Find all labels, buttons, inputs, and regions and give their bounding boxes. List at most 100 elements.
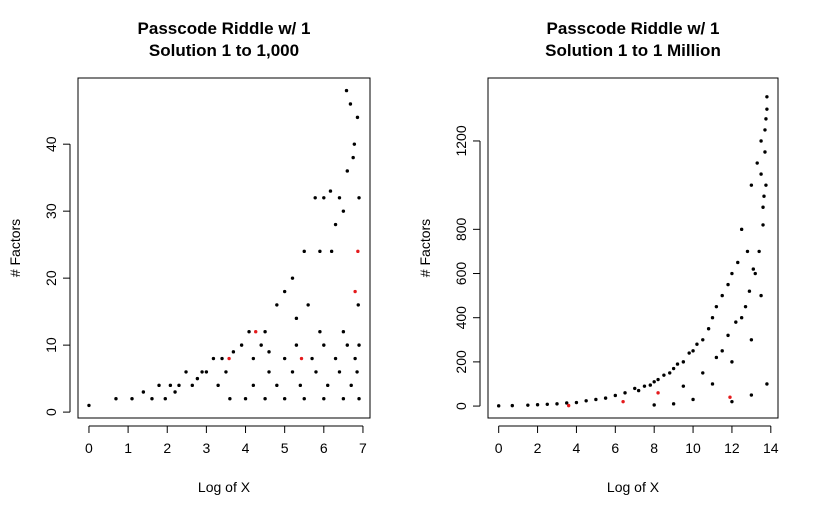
x-axis-label: Log of X — [607, 479, 660, 495]
point — [349, 383, 353, 388]
point — [681, 384, 686, 388]
point — [691, 397, 695, 402]
point — [168, 383, 173, 388]
y-tick-label: 30 — [43, 203, 59, 219]
point — [275, 383, 279, 388]
point — [224, 370, 228, 374]
point — [341, 330, 346, 334]
point — [714, 355, 719, 360]
point — [356, 303, 360, 307]
point — [239, 343, 244, 347]
y-tick-label: 800 — [453, 217, 469, 241]
y-axis-label: # Factors — [417, 219, 433, 277]
point — [594, 397, 598, 402]
point — [755, 161, 759, 165]
point — [526, 403, 530, 407]
point — [761, 205, 765, 209]
y-tick-label: 600 — [453, 262, 469, 286]
point — [322, 196, 326, 200]
point — [353, 356, 357, 361]
point — [228, 397, 232, 401]
point — [743, 304, 748, 309]
point — [204, 370, 209, 374]
x-tick-label: 4 — [242, 440, 250, 456]
point — [714, 304, 719, 309]
point — [251, 356, 256, 361]
point — [745, 249, 750, 254]
point — [243, 397, 248, 401]
point — [751, 267, 756, 271]
point — [329, 249, 334, 254]
point — [267, 370, 271, 374]
plot-frame — [77, 77, 371, 419]
x-tick-label: 8 — [650, 440, 658, 456]
point — [710, 382, 715, 386]
point — [333, 356, 338, 361]
point — [759, 139, 763, 143]
point — [695, 342, 699, 346]
point — [220, 356, 224, 361]
point — [765, 382, 769, 386]
point — [759, 293, 763, 298]
y-tick-label: 40 — [43, 136, 59, 152]
point — [633, 386, 637, 391]
y-tick-label: 10 — [43, 337, 59, 353]
point — [141, 390, 146, 394]
point — [764, 117, 768, 121]
point — [726, 282, 730, 287]
point — [302, 397, 306, 401]
point — [496, 404, 501, 408]
y-tick-label: 1200 — [453, 125, 469, 156]
point — [706, 327, 711, 331]
point — [130, 397, 134, 401]
point — [322, 397, 326, 401]
y-axis-label: # Factors — [7, 219, 23, 277]
point — [211, 356, 216, 361]
point — [566, 403, 571, 408]
point — [326, 383, 330, 388]
point — [565, 401, 569, 405]
point — [648, 383, 652, 387]
point — [313, 196, 317, 200]
x-tick-label: 6 — [611, 440, 619, 456]
point — [759, 172, 763, 176]
x-tick-label: 6 — [320, 440, 328, 456]
point — [200, 370, 204, 374]
point — [574, 400, 579, 405]
point — [691, 349, 695, 353]
point — [216, 383, 220, 388]
point — [545, 402, 549, 407]
point — [150, 397, 154, 401]
point — [314, 370, 318, 374]
point — [710, 316, 715, 320]
point — [306, 303, 310, 307]
point — [318, 330, 322, 334]
point — [184, 370, 188, 374]
point — [763, 150, 767, 154]
point — [652, 380, 656, 384]
point — [177, 383, 181, 388]
chart-title: Solution 1 to 1,000 — [149, 41, 299, 60]
point — [749, 338, 754, 342]
point — [763, 128, 767, 132]
point — [341, 209, 346, 213]
x-tick-label: 14 — [763, 440, 779, 456]
point — [739, 316, 744, 320]
point — [613, 393, 618, 398]
point — [345, 343, 349, 347]
point — [765, 95, 769, 99]
point — [749, 183, 754, 187]
x-tick-label: 1 — [124, 440, 132, 456]
point — [621, 399, 625, 404]
point — [356, 249, 360, 254]
point — [681, 360, 686, 364]
point — [747, 289, 752, 293]
x-tick-label: 7 — [359, 440, 367, 456]
point — [353, 289, 357, 294]
point — [290, 276, 295, 280]
point — [290, 370, 295, 374]
y-tick-label: 200 — [453, 350, 469, 374]
point — [294, 316, 299, 321]
point — [251, 383, 256, 388]
x-axis-label: Log of X — [198, 479, 251, 495]
